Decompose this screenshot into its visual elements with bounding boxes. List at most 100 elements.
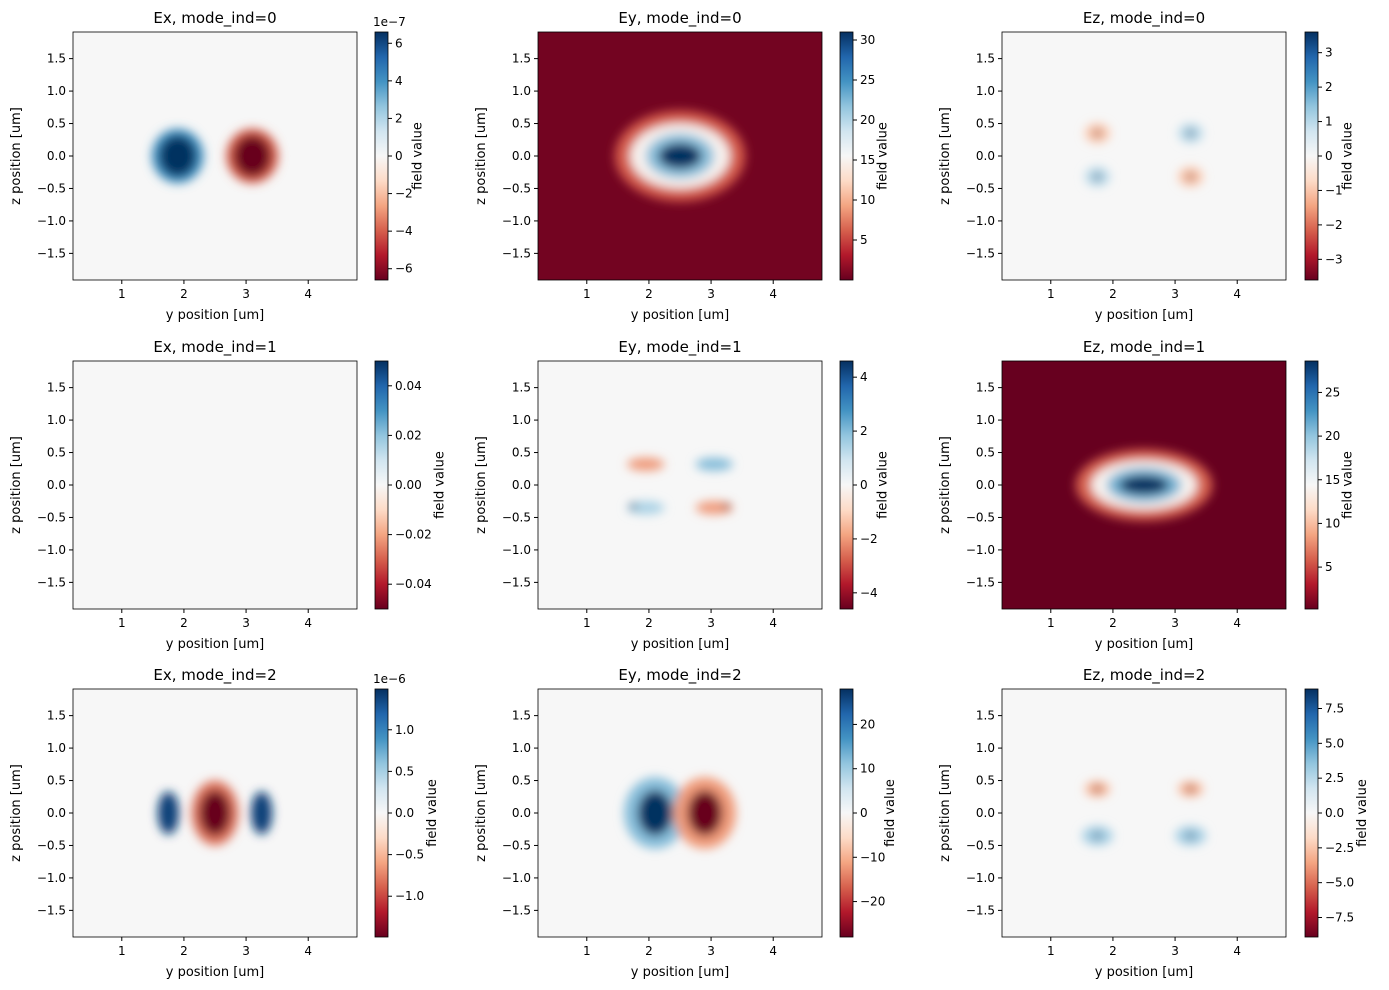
colorbar-tick-label: 1.0 [395, 723, 414, 737]
x-tick-label: 1 [118, 287, 126, 301]
y-tick-label: 0.0 [47, 478, 66, 492]
x-tick-label: 3 [242, 287, 250, 301]
colorbar-label: field value [433, 451, 448, 519]
colorbar-tick-label: 2.5 [1325, 771, 1344, 785]
colorbar-tick-label: 4 [860, 370, 868, 384]
panel: Ex, mode_ind=0 1 2 3 4 −1.5 −1.0 −0.5 0.0 0.5 1.0 1… [9, 9, 426, 323]
colorbar [839, 31, 854, 281]
colorbar [1304, 360, 1319, 610]
y-tick-label: 1.5 [512, 52, 531, 66]
field-blob [687, 790, 723, 836]
x-tick-label: 4 [769, 944, 777, 958]
colorbar [374, 688, 389, 938]
panel: Ey, mode_ind=1 1 2 3 4 −1.5 −1.0 −0.5 0.0 0.5 1.0 1… [474, 338, 891, 652]
y-tick-label: 1.5 [47, 381, 66, 395]
colorbar-tick-label: 10 [860, 762, 875, 776]
y-tick-label: −1.5 [966, 575, 995, 589]
colorbar-tick-label: −5.0 [1325, 876, 1354, 890]
x-tick-label: 1 [583, 287, 591, 301]
colorbar-tick-label: 4 [395, 74, 403, 88]
panel-title: Ex, mode_ind=1 [153, 338, 276, 357]
field-blob [1119, 475, 1169, 495]
y-tick-label: −0.5 [502, 181, 531, 195]
colorbar-tick-label: 20 [860, 717, 875, 731]
x-tick-label: 3 [707, 944, 715, 958]
colorbar [839, 360, 854, 610]
y-tick-label: 1.5 [512, 709, 531, 723]
panel: Ez, mode_ind=0 1 2 3 4 −1.5 −1.0 −0.5 0.0 0.5 1.0 1… [938, 9, 1356, 323]
field-blob [1094, 785, 1101, 793]
y-axis-label: z position [um] [474, 107, 489, 205]
field-blob [251, 791, 273, 835]
colorbar-tick-label: −3 [1325, 252, 1343, 266]
colorbar-label: field value [411, 122, 426, 190]
x-tick-label: 1 [118, 944, 126, 958]
y-tick-label: 1.5 [976, 381, 995, 395]
x-tick-label: 3 [1171, 944, 1179, 958]
x-axis-label: y position [um] [1095, 637, 1194, 652]
x-tick-label: 2 [1109, 616, 1117, 630]
panel-title: Ez, mode_ind=0 [1083, 9, 1205, 28]
y-tick-label: 0.0 [512, 806, 531, 820]
x-tick-label: 4 [1233, 287, 1241, 301]
x-tick-label: 1 [118, 616, 126, 630]
x-tick-label: 2 [645, 287, 653, 301]
colorbar-tick-label: −2 [860, 532, 878, 546]
offset-text: 1e−6 [373, 672, 406, 686]
colorbar-tick-label: −4 [395, 224, 413, 238]
y-tick-label: −1.5 [966, 246, 995, 260]
colorbar-tick-label: 0.0 [1325, 806, 1344, 820]
y-tick-label: 0.5 [47, 117, 66, 131]
y-tick-label: −1.0 [966, 214, 995, 228]
colorbar-label: field value [876, 451, 891, 519]
panel: Ey, mode_ind=0 1 2 3 4 −1.5 −1.0 −0.5 0.0 0.5 1.0 1… [474, 9, 891, 323]
x-tick-label: 4 [769, 616, 777, 630]
field-blob [1094, 130, 1101, 137]
x-tick-label: 3 [242, 944, 250, 958]
y-tick-label: 0.5 [512, 446, 531, 460]
field [538, 689, 822, 937]
field-blob [637, 790, 673, 836]
y-axis-label: z position [um] [938, 436, 953, 534]
field-blob [157, 791, 179, 835]
blobs [627, 457, 733, 515]
y-tick-label: 0.0 [512, 478, 531, 492]
field [1002, 689, 1286, 937]
colorbar-tick-label: −0.02 [395, 528, 432, 542]
colorbar-label: field value [876, 122, 891, 190]
y-tick-label: 1.5 [976, 52, 995, 66]
y-axis-label: z position [um] [938, 107, 953, 205]
colorbar-tick-label: 0 [1325, 149, 1333, 163]
field-blob [627, 457, 665, 471]
colorbar-tick-label: 0 [395, 149, 403, 163]
x-tick-label: 3 [707, 616, 715, 630]
colorbar-tick-label: −2 [395, 187, 413, 201]
y-tick-label: −1.0 [502, 543, 531, 557]
y-tick-label: 0.5 [47, 446, 66, 460]
x-tick-label: 1 [583, 616, 591, 630]
colorbar-tick-label: −2.5 [1325, 841, 1354, 855]
panel: Ez, mode_ind=2 1 2 3 4 −1.5 −1.0 −0.5 0.0 0.5 1.0 1… [938, 666, 1370, 980]
field [73, 361, 357, 609]
panel: Ex, mode_ind=2 1 2 3 4 −1.5 −1.0 −0.5 0.0 0.5 1.0 1… [9, 666, 440, 980]
y-tick-label: −1.5 [37, 903, 66, 917]
blobs [1075, 449, 1213, 521]
colorbar-tick-label: −1.0 [395, 889, 424, 903]
blobs [151, 128, 279, 184]
blobs [624, 777, 736, 849]
y-tick-label: −1.5 [502, 575, 531, 589]
y-tick-label: −1.5 [502, 903, 531, 917]
x-axis-label: y position [um] [166, 637, 265, 652]
x-tick-label: 4 [304, 616, 312, 630]
field [73, 32, 357, 280]
field [538, 361, 822, 609]
y-tick-label: −1.0 [37, 543, 66, 557]
colorbar-tick-label: 7.5 [1325, 702, 1344, 716]
panel-title: Ey, mode_ind=0 [618, 9, 741, 28]
field-blob [1094, 173, 1101, 181]
colorbar-tick-label: 10 [860, 193, 875, 207]
panel-title: Ex, mode_ind=0 [153, 9, 276, 28]
x-tick-label: 3 [242, 616, 250, 630]
colorbar-tick-label: 25 [860, 73, 875, 87]
